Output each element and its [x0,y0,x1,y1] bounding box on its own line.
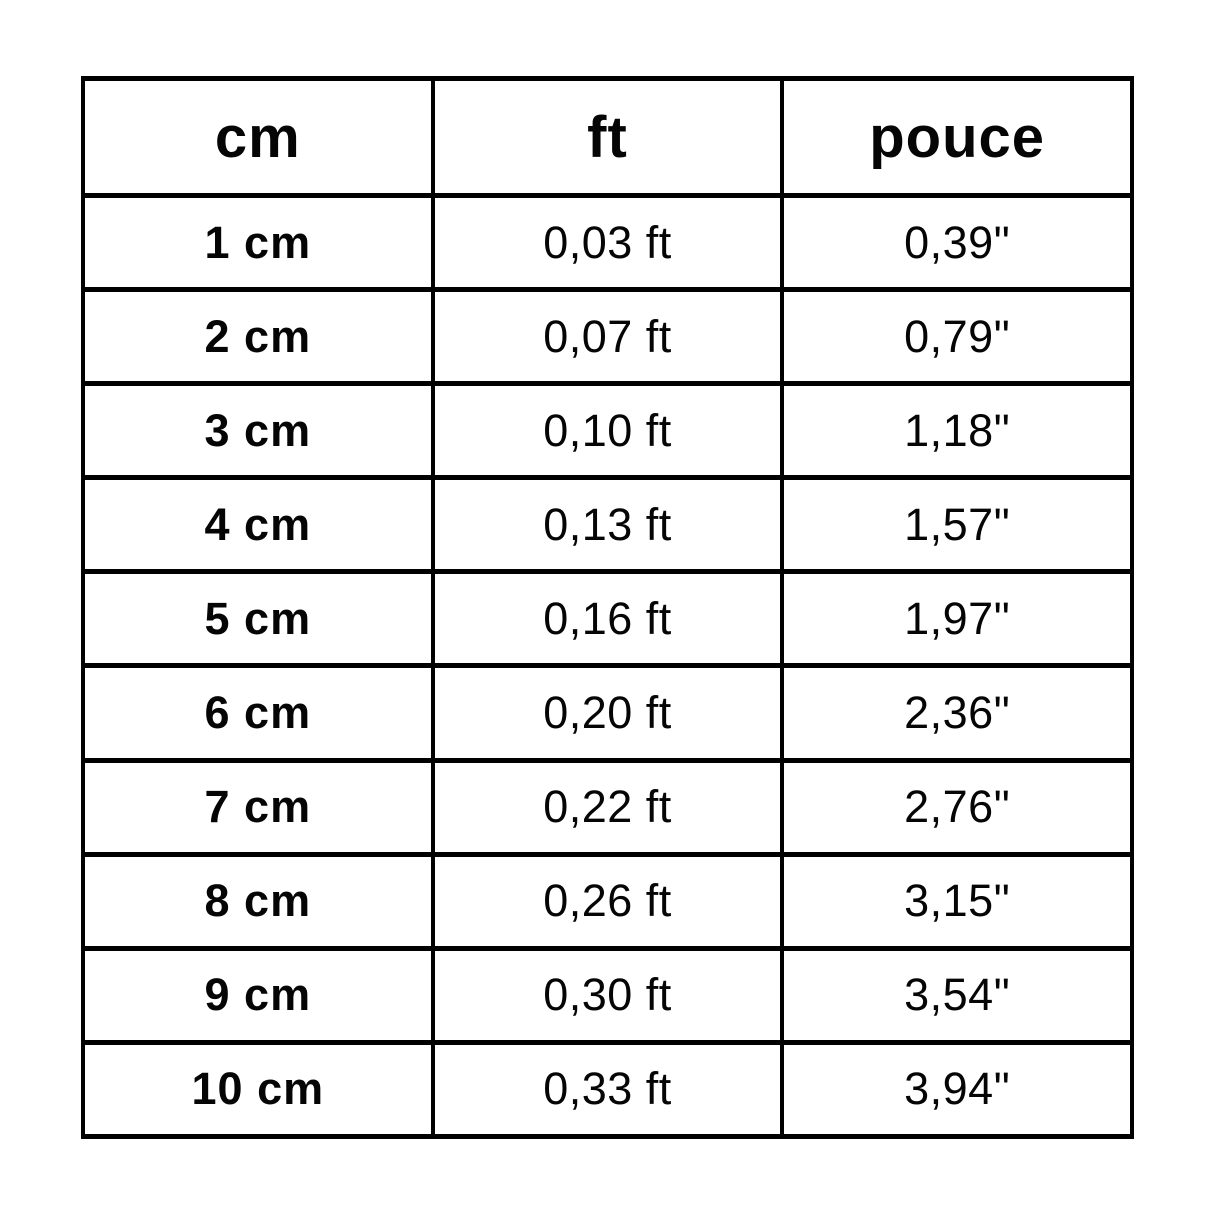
cell-cm: 1 cm [81,192,435,293]
cell-cm: 2 cm [81,287,435,387]
column-header-cm: cm [81,76,435,198]
table-row: 7 cm 0,22 ft 2,76" [81,757,1134,857]
column-header-pouce: pouce [780,76,1134,198]
table-header: cm ft pouce [81,76,1134,198]
cell-cm: 10 cm [81,1039,435,1140]
table-row: 2 cm 0,07 ft 0,79" [81,287,1134,387]
cell-ft: 0,26 ft [430,851,785,951]
cell-cm: 9 cm [81,945,435,1045]
cm-ft-pouce-conversion-table: cm ft pouce 1 cm 0,03 ft 0,39" 2 cm 0,07 ft 0… [81,76,1134,1140]
cell-pouce: 2,36" [780,663,1134,763]
table-row: 9 cm 0,30 ft 3,54" [81,945,1134,1045]
cell-pouce: 3,94" [780,1039,1134,1140]
cell-pouce: 3,54" [780,945,1134,1045]
cell-ft: 0,10 ft [430,381,785,481]
table-row: 5 cm 0,16 ft 1,97" [81,569,1134,669]
cell-cm: 8 cm [81,851,435,951]
cell-cm: 7 cm [81,757,435,857]
cell-ft: 0,22 ft [430,757,785,857]
cell-ft: 0,33 ft [430,1039,785,1140]
table-row: 6 cm 0,20 ft 2,36" [81,663,1134,763]
cell-pouce: 2,76" [780,757,1134,857]
table-row: 4 cm 0,13 ft 1,57" [81,475,1134,575]
cell-pouce: 0,39" [780,192,1134,293]
cell-pouce: 1,97" [780,569,1134,669]
cell-pouce: 1,57" [780,475,1134,575]
cell-cm: 5 cm [81,569,435,669]
cell-pouce: 3,15" [780,851,1134,951]
cell-cm: 4 cm [81,475,435,575]
cell-cm: 6 cm [81,663,435,763]
cell-pouce: 0,79" [780,287,1134,387]
conversion-table-wrap: cm ft pouce 1 cm 0,03 ft 0,39" 2 cm 0,07 ft 0… [81,76,1134,1140]
cell-ft: 0,07 ft [430,287,785,387]
cell-ft: 0,16 ft [430,569,785,669]
header-row: cm ft pouce [81,76,1134,198]
table-row: 10 cm 0,33 ft 3,94" [81,1039,1134,1140]
conversion-table-body: 1 cm 0,03 ft 0,39" 2 cm 0,07 ft 0,79" 3 cm 0,10… [81,192,1134,1140]
table-row: 3 cm 0,10 ft 1,18" [81,381,1134,481]
column-header-ft: ft [430,76,785,198]
cell-pouce: 1,18" [780,381,1134,481]
cell-ft: 0,13 ft [430,475,785,575]
table-row: 1 cm 0,03 ft 0,39" [81,192,1134,293]
cell-cm: 3 cm [81,381,435,481]
cell-ft: 0,20 ft [430,663,785,763]
cell-ft: 0,03 ft [430,192,785,293]
cell-ft: 0,30 ft [430,945,785,1045]
table-row: 8 cm 0,26 ft 3,15" [81,851,1134,951]
